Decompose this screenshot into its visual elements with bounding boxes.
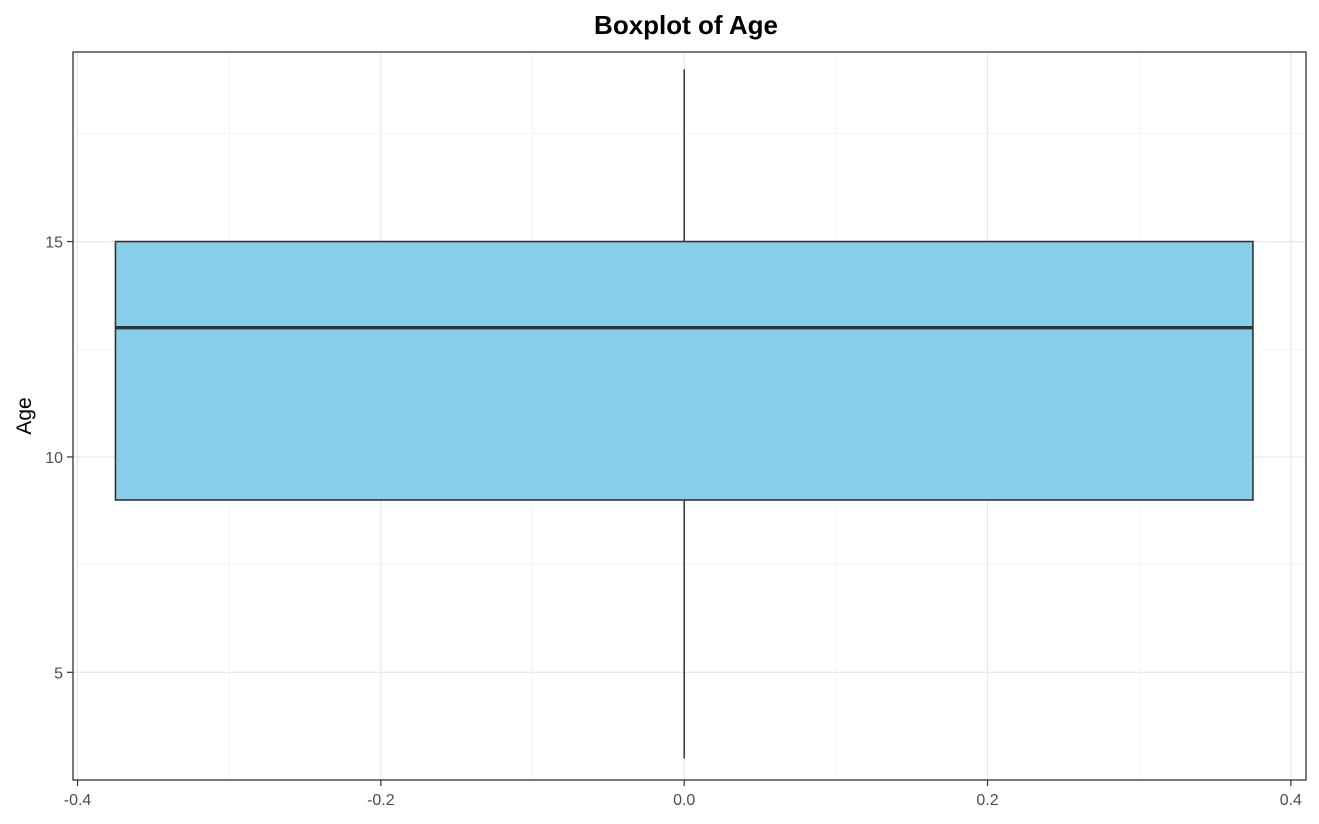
x-tick-label: -0.2 bbox=[367, 792, 395, 809]
x-axis: -0.4 -0.2 0.0 0.2 0.4 bbox=[64, 780, 1302, 809]
y-axis-label: Age bbox=[13, 397, 36, 434]
plot-marks bbox=[114, 69, 1254, 759]
box-iqr bbox=[114, 240, 1254, 501]
x-tick-label: -0.4 bbox=[64, 792, 92, 809]
y-axis: 5 10 15 bbox=[45, 235, 73, 682]
panel-border bbox=[72, 51, 1307, 781]
x-tick-label: 0.2 bbox=[976, 792, 998, 809]
y-tick-label: 5 bbox=[54, 665, 63, 682]
chart-title: Boxplot of Age bbox=[594, 10, 778, 40]
y-tick-label: 10 bbox=[45, 450, 63, 467]
x-tick-label: 0.4 bbox=[1280, 792, 1302, 809]
y-tick-label: 15 bbox=[45, 235, 63, 252]
x-tick-label: 0.0 bbox=[673, 792, 695, 809]
